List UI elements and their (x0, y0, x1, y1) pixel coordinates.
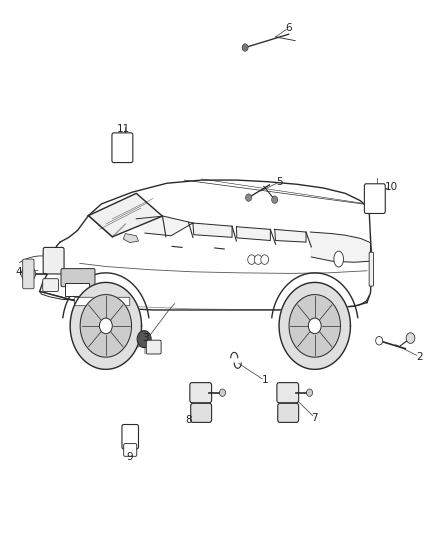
Polygon shape (289, 295, 340, 357)
FancyBboxPatch shape (74, 297, 100, 306)
Polygon shape (279, 282, 350, 369)
Circle shape (246, 194, 252, 201)
FancyBboxPatch shape (104, 297, 130, 306)
FancyBboxPatch shape (122, 424, 138, 449)
FancyBboxPatch shape (190, 383, 212, 403)
FancyBboxPatch shape (191, 403, 212, 422)
FancyBboxPatch shape (124, 443, 137, 456)
Text: 4: 4 (15, 267, 22, 277)
Polygon shape (21, 265, 36, 282)
Text: 2: 2 (416, 352, 423, 361)
FancyBboxPatch shape (278, 403, 299, 422)
Circle shape (376, 336, 383, 345)
FancyBboxPatch shape (43, 247, 64, 274)
Polygon shape (311, 232, 371, 262)
Polygon shape (88, 193, 162, 237)
Text: 11: 11 (117, 124, 130, 134)
Circle shape (137, 330, 151, 348)
Circle shape (272, 196, 278, 204)
Circle shape (248, 255, 255, 264)
FancyBboxPatch shape (61, 269, 95, 287)
Circle shape (406, 333, 415, 343)
Circle shape (219, 389, 226, 397)
Circle shape (242, 44, 248, 51)
FancyBboxPatch shape (43, 279, 58, 292)
Ellipse shape (334, 251, 343, 267)
Polygon shape (237, 227, 270, 240)
FancyBboxPatch shape (277, 383, 299, 403)
Text: 10: 10 (385, 182, 397, 192)
Text: 5: 5 (277, 176, 283, 187)
Polygon shape (80, 295, 131, 357)
FancyBboxPatch shape (23, 259, 34, 289)
Text: 8: 8 (185, 415, 192, 425)
Circle shape (99, 318, 112, 334)
FancyBboxPatch shape (65, 284, 89, 296)
FancyBboxPatch shape (364, 184, 385, 214)
Text: 7: 7 (311, 413, 318, 423)
Text: 3: 3 (142, 333, 148, 343)
Polygon shape (70, 282, 141, 369)
Circle shape (307, 389, 313, 397)
Polygon shape (123, 233, 138, 243)
FancyBboxPatch shape (146, 340, 161, 354)
Polygon shape (193, 223, 232, 237)
Polygon shape (136, 216, 193, 236)
Text: 6: 6 (285, 23, 292, 33)
Text: 1: 1 (261, 375, 268, 385)
FancyBboxPatch shape (369, 252, 374, 286)
Circle shape (308, 318, 321, 334)
Polygon shape (275, 229, 306, 242)
Circle shape (254, 255, 262, 264)
Text: 9: 9 (127, 453, 133, 463)
FancyBboxPatch shape (112, 133, 133, 163)
Circle shape (261, 255, 268, 264)
